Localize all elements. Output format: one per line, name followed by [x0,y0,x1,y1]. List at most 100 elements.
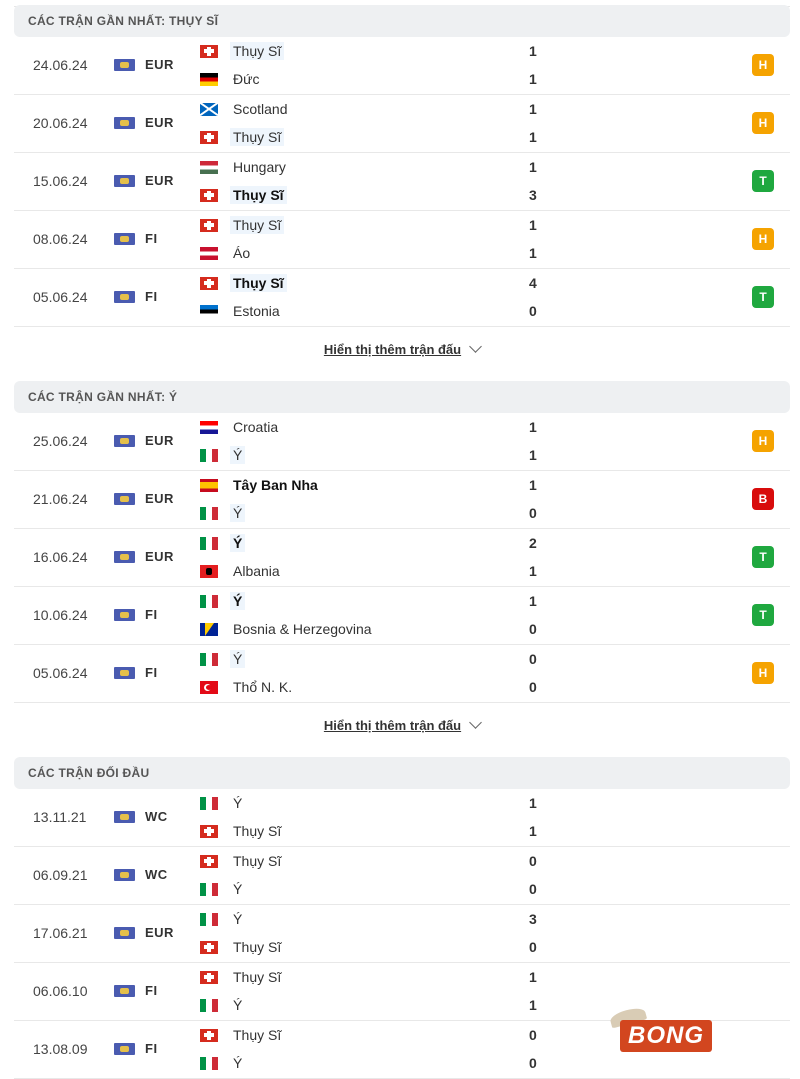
away-team[interactable]: Thụy Sĩ [200,821,284,841]
away-team[interactable]: Ý [200,879,245,899]
away-team[interactable]: Thụy Sĩ [200,937,284,957]
result-badge: H [752,54,774,76]
competition-icon [114,869,135,881]
flag-icon [200,824,218,838]
home-team[interactable]: Ý [200,649,246,669]
away-team[interactable]: Áo [200,243,253,263]
flag-icon [200,478,218,492]
home-team[interactable]: Thụy Sĩ [200,1025,284,1045]
match-row[interactable]: 06.06.10 FI Thụy Sĩ Ý 1 1 [14,963,790,1021]
home-team[interactable]: Ý [200,793,245,813]
home-team[interactable]: Tây Ban Nha [200,475,321,495]
match-row[interactable]: 15.06.24 EUR Hungary Thụy Sĩ 1 3 T [14,153,790,211]
team-name: Thụy Sĩ [230,128,285,146]
match-date: 13.08.09 [33,1041,88,1057]
home-team[interactable]: Thụy Sĩ [200,273,287,293]
show-more-link[interactable]: Hiển thị thêm trận đấu [323,718,462,733]
competition-label: FI [145,1041,158,1056]
home-team[interactable]: Hungary [200,157,289,177]
home-team[interactable]: Scotland [200,99,290,119]
home-team[interactable]: Thụy Sĩ [200,851,284,871]
match-row[interactable]: 17.06.21 EUR Ý Thụy Sĩ 3 0 [14,905,790,963]
show-more[interactable]: Hiển thị thêm trận đấu [14,327,790,383]
result-badge: T [752,170,774,192]
home-team[interactable]: Thụy Sĩ [200,967,284,987]
home-team[interactable]: Ý [200,591,246,611]
flag-icon [200,72,218,86]
match-row[interactable]: 10.06.24 FI Ý Bosnia & Herzegovina 1 0 T [14,587,790,645]
competition-label: EUR [145,173,174,188]
home-score: 1 [529,419,537,435]
competition-icon [114,985,135,997]
competition-label: EUR [145,115,174,130]
flag-icon [200,276,218,290]
show-more-link[interactable]: Hiển thị thêm trận đấu [323,342,462,357]
team-name: Thụy Sĩ [230,42,285,60]
team-name: Ý [233,911,243,927]
flag-icon [200,188,218,202]
flag-icon [200,940,218,954]
home-team[interactable]: Ý [200,909,245,929]
match-date: 10.06.24 [33,607,88,623]
home-score: 1 [529,593,537,609]
away-team[interactable]: Ý [200,445,246,465]
home-team[interactable]: Thụy Sĩ [200,215,285,235]
away-team[interactable]: Thụy Sĩ [200,127,285,147]
section-1: CÁC TRẬN GẦN NHẤT: Ý 25.06.24 EUR Croati… [14,381,790,759]
competition-label: EUR [145,57,174,72]
team-name: Ý [230,650,246,668]
flag-icon [200,420,218,434]
match-row[interactable]: 06.09.21 WC Thụy Sĩ Ý 0 0 [14,847,790,905]
home-team[interactable]: Ý [200,533,246,553]
section-title: CÁC TRẬN GẦN NHẤT: Ý [14,381,790,413]
match-row[interactable]: 05.06.24 FI Thụy Sĩ Estonia 4 0 T [14,269,790,327]
match-row[interactable]: 25.06.24 EUR Croatia Ý 1 1 H [14,413,790,471]
competition-icon [114,233,135,245]
away-team[interactable]: Bosnia & Herzegovina [200,619,375,639]
away-team[interactable]: Ý [200,503,246,523]
away-team[interactable]: Ý [200,1053,245,1073]
team-name: Hungary [233,159,286,175]
result-badge: B [752,488,774,510]
flag-icon [200,594,218,608]
match-row[interactable]: 05.06.24 FI Ý Thổ N. K. 0 0 H [14,645,790,703]
team-name: Thụy Sĩ [233,969,282,985]
match-row[interactable]: 20.06.24 EUR Scotland Thụy Sĩ 1 1 H [14,95,790,153]
away-score: 1 [529,129,537,145]
away-score: 0 [529,881,537,897]
flag-icon [200,652,218,666]
match-row[interactable]: 24.06.24 EUR Thụy Sĩ Đức 1 1 H [14,37,790,95]
chevron-down-icon [469,340,482,353]
flag-icon [200,1028,218,1042]
match-date: 17.06.21 [33,925,88,941]
away-team[interactable]: Estonia [200,301,283,321]
away-team[interactable]: Albania [200,561,283,581]
flag-icon [200,44,218,58]
match-date: 06.09.21 [33,867,88,883]
match-row[interactable]: 16.06.24 EUR Ý Albania 2 1 T [14,529,790,587]
away-team[interactable]: Ý [200,995,245,1015]
team-name: Thổ N. K. [233,679,293,695]
match-date: 06.06.10 [33,983,88,999]
team-name: Ý [233,1055,243,1071]
away-team[interactable]: Thổ N. K. [200,677,295,697]
away-team[interactable]: Thụy Sĩ [200,185,287,205]
competition-label: EUR [145,549,174,564]
show-more[interactable]: Hiển thị thêm trận đấu [14,703,790,759]
home-team[interactable]: Thụy Sĩ [200,41,285,61]
home-team[interactable]: Croatia [200,417,281,437]
away-team[interactable]: Đức [200,69,262,89]
section-0: CÁC TRẬN GẦN NHẤT: THỤY SĨ 24.06.24 EUR … [14,5,790,383]
match-date: 24.06.24 [33,57,88,73]
result-badge: H [752,228,774,250]
home-score: 0 [529,853,537,869]
flag-icon [200,536,218,550]
competition-icon [114,435,135,447]
team-name: Thụy Sĩ [233,823,282,839]
match-row[interactable]: 21.06.24 EUR Tây Ban Nha Ý 1 0 B [14,471,790,529]
match-row[interactable]: 13.11.21 WC Ý Thụy Sĩ 1 1 [14,789,790,847]
match-row[interactable]: 08.06.24 FI Thụy Sĩ Áo 1 1 H [14,211,790,269]
flag-icon [200,130,218,144]
flag-icon [200,882,218,896]
result-badge: H [752,112,774,134]
